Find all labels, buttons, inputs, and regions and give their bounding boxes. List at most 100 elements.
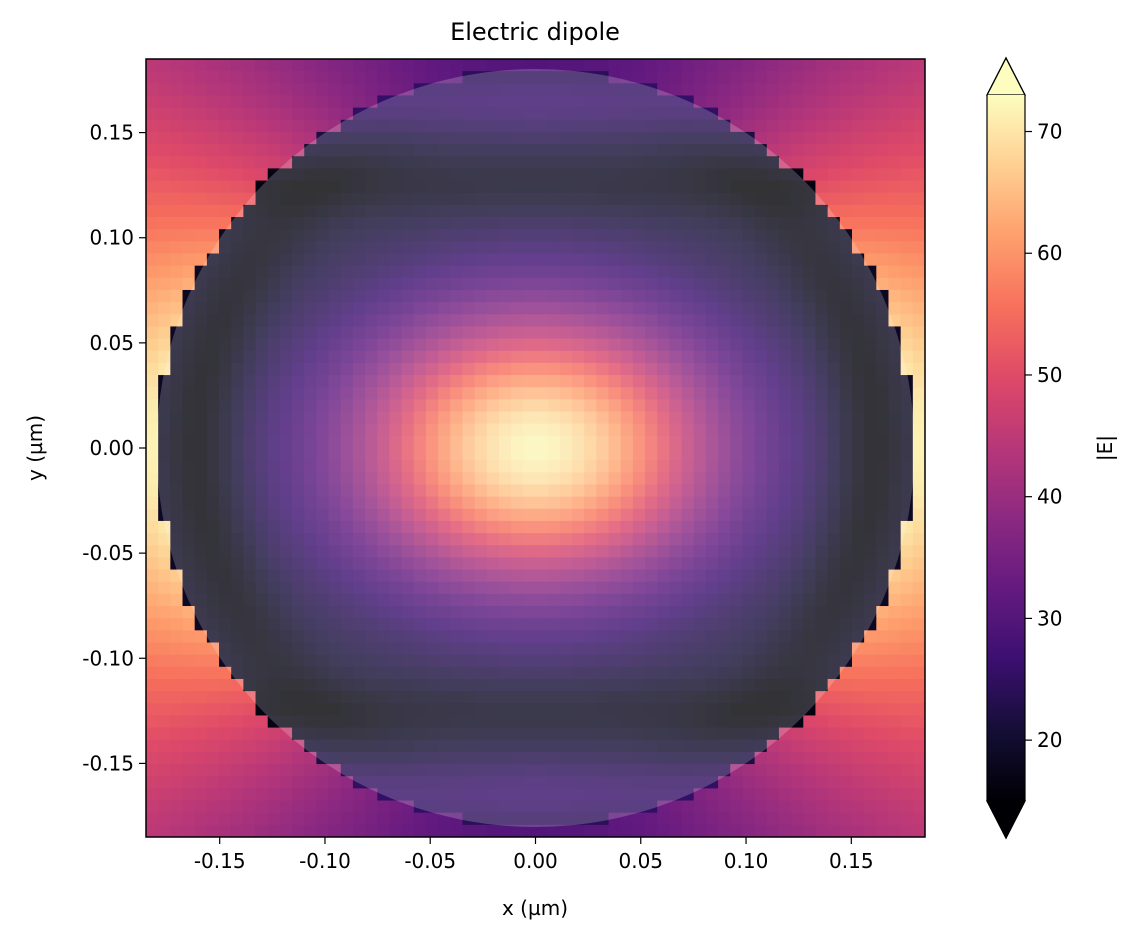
heatmap-cell (705, 824, 719, 837)
heatmap-cell (584, 131, 597, 145)
heatmap-cell (730, 229, 744, 242)
heatmap-cell (523, 59, 537, 72)
heatmap-cell (645, 119, 658, 133)
heatmap-cell (365, 131, 378, 145)
heatmap-cell (219, 764, 232, 777)
heatmap-cell (791, 71, 804, 84)
heatmap-cell (182, 156, 196, 170)
heatmap-cell (170, 727, 184, 741)
heatmap-cell (596, 119, 610, 133)
heatmap-cell (401, 119, 415, 133)
heatmap-cell (158, 630, 171, 644)
heatmap-cell (803, 764, 817, 777)
heatmap-cell (255, 800, 269, 814)
heatmap-cell (206, 241, 220, 255)
heatmap-cell (559, 241, 573, 255)
heatmap-cell (754, 119, 768, 133)
heatmap-cell (888, 217, 902, 230)
heatmap-cell (632, 824, 646, 837)
heatmap-cell (255, 168, 269, 182)
heatmap-cell (912, 812, 925, 826)
heatmap-cell (292, 302, 305, 315)
heatmap-cell (462, 192, 476, 206)
heatmap-cell (803, 144, 817, 157)
heatmap-cell (219, 727, 232, 741)
heatmap-cell (194, 691, 208, 704)
heatmap-cell (170, 131, 184, 145)
heatmap-cell (377, 265, 391, 279)
heatmap-cell (316, 95, 330, 109)
heatmap-cell (559, 204, 573, 218)
heatmap-cell (900, 192, 914, 206)
heatmap-cell (608, 277, 622, 291)
heatmap-cell (279, 107, 293, 121)
heatmap-cell (462, 71, 476, 84)
heatmap-cell (559, 131, 573, 145)
heatmap-cell (352, 302, 366, 315)
heatmap-cell (559, 180, 573, 194)
heatmap-cell (620, 253, 634, 267)
heatmap-cell (389, 229, 403, 242)
heatmap-cell (511, 289, 524, 303)
heatmap-cell (620, 83, 634, 97)
heatmap-cell (718, 277, 731, 291)
heatmap-cell (730, 217, 744, 230)
heatmap-cell (389, 217, 403, 230)
heatmap-cell (693, 289, 707, 303)
heatmap-cell (657, 95, 670, 109)
heatmap-cell (146, 508, 159, 522)
heatmap-cell (243, 71, 257, 84)
heatmap-cell (523, 241, 537, 255)
heatmap-cell (425, 277, 439, 291)
heatmap-cell (864, 289, 877, 303)
heatmap-cell (523, 204, 537, 218)
heatmap-cell (413, 217, 427, 230)
heatmap-cell (851, 788, 865, 802)
heatmap-cell (401, 229, 415, 242)
heatmap-cell (158, 326, 171, 340)
heatmap-cell (304, 241, 317, 255)
heatmap-cell (912, 387, 925, 400)
heatmap-cell (900, 824, 914, 837)
heatmap-cell (194, 666, 208, 680)
heatmap-cell (888, 156, 902, 170)
heatmap-cell (231, 107, 244, 121)
heatmap-cell (681, 253, 695, 267)
heatmap-cell (815, 131, 829, 145)
heatmap-cell (352, 217, 366, 230)
heatmap-cell (864, 180, 877, 194)
heatmap-cell (182, 776, 196, 789)
heatmap-cell (766, 156, 780, 170)
heatmap-cell (425, 241, 439, 255)
heatmap-cell (778, 131, 792, 145)
heatmap-cell (292, 180, 305, 194)
colorbar-extend-min (986, 800, 1026, 840)
heatmap-cell (791, 95, 804, 109)
heatmap-cell (754, 776, 768, 789)
heatmap-cell (158, 95, 171, 109)
heatmap-cell (425, 812, 439, 826)
heatmap-cell (255, 156, 269, 170)
heatmap-cell (778, 107, 792, 121)
heatmap-cell (815, 95, 829, 109)
heatmap-cell (572, 277, 585, 291)
heatmap-cell (158, 314, 171, 328)
heatmap-cell (267, 800, 281, 814)
heatmap-cell (657, 824, 670, 837)
heatmap-cell (815, 812, 829, 826)
heatmap-cell (608, 204, 622, 218)
heatmap-cell (620, 95, 634, 109)
heatmap-cell (778, 253, 792, 267)
heatmap-cell (900, 812, 914, 826)
heatmap-cell (535, 180, 549, 194)
heatmap-cell (705, 800, 719, 814)
heatmap-cell (438, 277, 451, 291)
heatmap-cell (912, 59, 925, 72)
heatmap-cell (778, 824, 792, 837)
heatmap-cell (572, 71, 585, 84)
heatmap-cell (608, 289, 622, 303)
heatmap-cell (827, 739, 841, 753)
heatmap-cell (389, 156, 403, 170)
heatmap-cell (328, 180, 342, 194)
heatmap-cell (352, 265, 366, 279)
